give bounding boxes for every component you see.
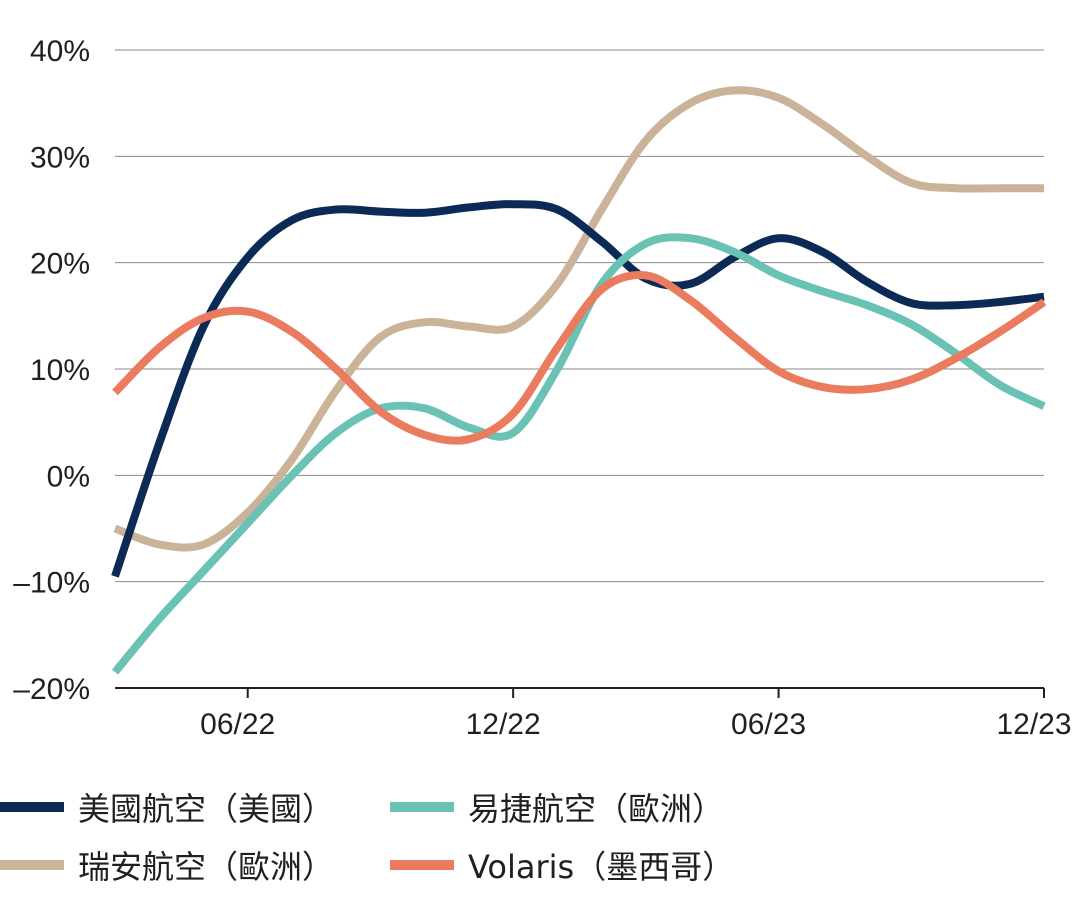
legend-swatch-easyjet (390, 802, 454, 812)
y-tick-label-6: –20% (13, 673, 90, 706)
series-line-easyjet (111, 233, 1046, 675)
legend-item-volaris: Volaris（墨西哥） (390, 840, 734, 890)
y-tick-label-3: 10% (30, 354, 90, 387)
series-line-volaris (112, 271, 1047, 445)
line-chart: 40% 30% 20% 10% 0% –10% –20% 06/22 12/22 06/23 12… (13, 35, 1071, 741)
x-tick-label-3: 12/23 (996, 708, 1071, 741)
legend-label-easyjet: 易捷航空（歐洲） (468, 790, 725, 828)
y-tick-label-0: 40% (30, 35, 90, 68)
x-tick-labels: 06/22 12/22 06/23 12/23 (200, 708, 1071, 741)
legend-label-volaris: Volaris（墨西哥） (468, 848, 735, 886)
x-tick-label-1: 12/22 (466, 708, 541, 741)
y-tick-label-1: 30% (30, 141, 90, 174)
legend-swatch-american-airlines (0, 802, 64, 812)
series-lines (111, 86, 1047, 675)
y-tick-label-2: 20% (30, 248, 90, 281)
legend: 美國航空（美國） 易捷航空（歐洲） 瑞安航空（歐洲） Volaris（墨西哥） (0, 780, 1074, 900)
legend-label-american-airlines: 美國航空（美國） (78, 790, 335, 828)
legend-swatch-ryanair (0, 860, 64, 870)
grid-lines (115, 49, 1044, 583)
x-tick-label-2: 06/23 (731, 708, 806, 741)
legend-swatch-volaris (390, 860, 454, 870)
legend-item-easyjet: 易捷航空（歐洲） (390, 782, 724, 832)
legend-label-ryanair: 瑞安航空（歐洲） (78, 848, 335, 886)
x-tick-label-0: 06/22 (200, 708, 275, 741)
y-tick-label-5: –10% (13, 567, 90, 600)
y-tick-label-4: 0% (47, 460, 90, 493)
series-line-american-airlines (111, 200, 1045, 578)
y-tick-labels: 40% 30% 20% 10% 0% –10% –20% (13, 35, 90, 706)
x-axis (115, 687, 1045, 698)
series-line-ryanair (113, 86, 1044, 552)
legend-item-ryanair: 瑞安航空（歐洲） (0, 840, 334, 890)
legend-item-american-airlines: 美國航空（美國） (0, 782, 334, 832)
